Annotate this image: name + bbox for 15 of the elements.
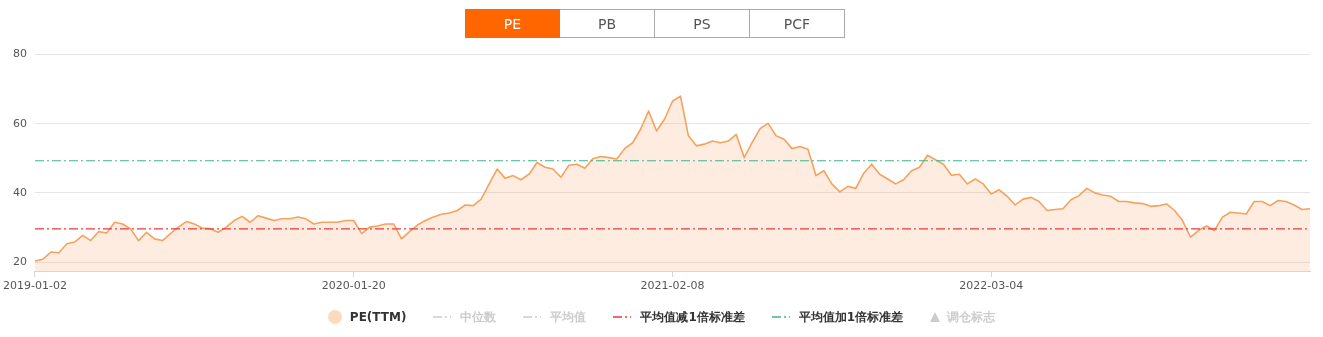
y-tick-label: 60 — [12, 116, 27, 130]
legend-label: 平均值减1倍标准差 — [640, 308, 745, 326]
y-tick-label: 40 — [12, 185, 27, 199]
y-tick-label: 80 — [12, 47, 27, 61]
x-tick-label: 2020-01-20 — [321, 279, 386, 293]
x-tick-label: 2022-03-04 — [959, 279, 1024, 293]
x-tick-label: 2019-01-02 — [2, 279, 67, 293]
text: PCF — [750, 9, 845, 38]
x-tick-label: 2021-02-08 — [640, 279, 705, 293]
y-tick-label: 20 — [12, 254, 27, 268]
legend-label: 平均值加1倍标准差 — [798, 308, 904, 326]
text: PE — [465, 9, 560, 38]
legend-label: PE(TTM) — [349, 310, 407, 324]
text: PS — [655, 9, 750, 38]
text: PB — [560, 9, 655, 38]
